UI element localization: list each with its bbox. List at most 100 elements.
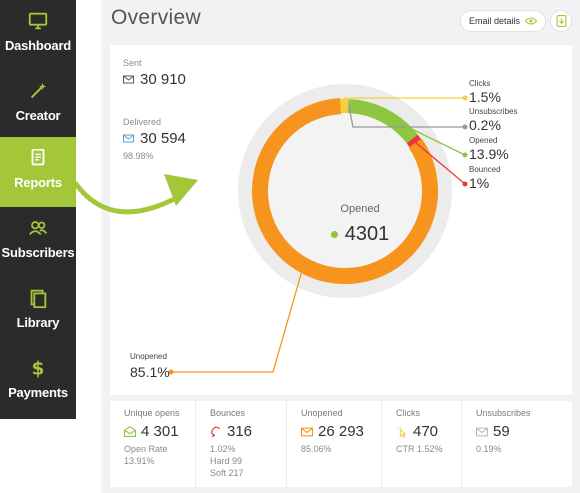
stat-clicks: Clicks 470 CTR 1.52% — [382, 401, 462, 487]
leader-dot-clicks — [462, 95, 468, 101]
stat-sub: 1.02% — [210, 444, 236, 454]
stat-label: Unique opens — [124, 408, 180, 418]
leader-dot-unsubscribes — [462, 124, 468, 130]
stat-sub: 13.91% — [124, 456, 155, 466]
leader-line-opened — [384, 115, 466, 156]
svg-text:$: $ — [32, 358, 45, 379]
opened-annotation-label: Opened — [469, 136, 498, 145]
leader-line-unsubscribes — [348, 105, 465, 128]
donut-segment-bounced — [406, 134, 422, 148]
stat-unique-opens: Unique opens 4 301 Open Rate 13.91% — [110, 401, 196, 487]
email-details-label: Email details — [468, 16, 521, 26]
leader-line-unopened — [171, 272, 302, 373]
report-icon — [31, 148, 45, 166]
bounced-annotation-label: Bounced — [469, 165, 501, 174]
open-envelope-icon — [124, 426, 136, 437]
stat-sub: CTR 1.52% — [396, 444, 443, 454]
envelope-check-icon — [123, 134, 134, 143]
stat-label: Unopened — [301, 408, 343, 418]
stat-bounces: Bounces 316 1.02% Hard 99 Soft 217 — [196, 401, 287, 487]
stat-sub: Hard 99 — [210, 456, 243, 466]
stat-value: 59 — [493, 423, 510, 440]
stat-label: Bounces — [210, 408, 246, 418]
unopened-annotation-label: Unopened — [130, 352, 167, 361]
donut-center — [267, 113, 423, 269]
sidebar-item-dashboard[interactable]: Dashboard — [0, 0, 76, 70]
sent-label: Sent — [123, 58, 142, 68]
stat-value-row: 59 — [476, 423, 566, 440]
sent-value: 30 910 — [140, 71, 186, 88]
pointer-arrow-icon — [73, 174, 198, 215]
stat-value-row: 470 — [396, 423, 455, 440]
leader-dot-opened — [462, 152, 468, 158]
stat-unopened: Unopened 26 293 85.06% — [287, 401, 382, 487]
closed-envelope-icon — [301, 427, 313, 436]
sidebar-item-label: Dashboard — [4, 38, 72, 53]
delivered-pct: 98.98% — [123, 151, 154, 161]
email-details-button[interactable]: Email details — [460, 10, 546, 32]
overview-panel: Sent 30 910 Delivered 30 594 98.98% Open… — [110, 45, 572, 395]
bounced-annotation-value: 1% — [469, 175, 490, 191]
opened-annotation-value: 13.9% — [469, 146, 509, 162]
unsubscribes-annotation-label: Unsubscribes — [469, 107, 518, 116]
donut-segment-opened — [348, 99, 418, 144]
sidebar-item-label: Creator — [15, 108, 61, 123]
delivered-value-row: 30 594 — [123, 130, 186, 147]
sidebar-item-subscribers[interactable]: Subscribers — [0, 207, 76, 277]
unopened-annotation-value: 85.1% — [130, 364, 170, 380]
page-title: Overview — [111, 6, 201, 29]
sidebar-item-library[interactable]: Library — [0, 277, 76, 347]
leader-dot-unopened — [168, 369, 174, 375]
stat-value: 4 301 — [141, 423, 179, 440]
stat-sub: Soft 217 — [210, 468, 244, 478]
clicks-annotation-label: Clicks — [469, 79, 491, 88]
stat-value-row: 26 293 — [301, 423, 375, 440]
sidebar-item-reports[interactable]: Reports — [0, 137, 76, 207]
donut-leader-lines — [168, 95, 468, 375]
donut-chart — [168, 84, 468, 375]
stat-label: Unsubscribes — [476, 408, 531, 418]
stat-value-row: 316 — [210, 423, 280, 440]
unsubscribes-annotation-value: 0.2% — [469, 117, 501, 133]
download-button[interactable] — [550, 10, 572, 32]
sent-value-row: 30 910 — [123, 71, 186, 88]
stat-value: 316 — [227, 423, 253, 440]
stat-value-row: 4 301 — [124, 423, 189, 440]
leader-dot-bounced — [462, 181, 468, 187]
bounce-icon — [211, 426, 221, 437]
sidebar-item-label: Subscribers — [1, 245, 75, 260]
main-content: Overview Email details Sent 30 910 Deliv… — [101, 0, 580, 493]
sidebar-item-label: Payments — [8, 385, 68, 400]
sidebar: Dashboard Creator Reports Subscribers Li… — [0, 0, 76, 419]
magic-wand-icon — [30, 82, 47, 99]
stat-value: 26 293 — [318, 423, 364, 440]
stat-label: Clicks — [396, 408, 420, 418]
envelope-icon — [123, 75, 134, 84]
delivered-value: 30 594 — [140, 130, 186, 147]
dollar-icon: $ — [32, 358, 45, 379]
stat-value: 470 — [413, 423, 439, 440]
donut-center-label: Opened — [340, 203, 380, 215]
library-icon — [30, 289, 47, 309]
monitor-icon — [28, 12, 48, 30]
stat-sub: 85.06% — [301, 444, 332, 454]
donut-segment-unopened — [252, 98, 438, 284]
stat-unsubscribes: Unsubscribes 59 0.19% — [462, 401, 572, 487]
cursor-click-icon — [397, 426, 407, 438]
donut-center-value: 4301 — [344, 223, 390, 245]
leader-line-clicks — [343, 97, 465, 107]
sidebar-item-payments[interactable]: $ Payments — [0, 347, 76, 417]
sidebar-item-label: Library — [16, 315, 60, 330]
donut-center-value-row: 4301 — [310, 223, 410, 246]
eye-icon — [525, 17, 538, 25]
envelope-x-icon — [476, 427, 488, 436]
delivered-label: Delivered — [123, 117, 162, 127]
stats-strip: Unique opens 4 301 Open Rate 13.91% Boun… — [110, 401, 572, 487]
users-icon — [29, 221, 48, 236]
stat-sub: 0.19% — [476, 444, 502, 454]
leader-line-bounced — [413, 140, 466, 185]
opened-dot — [330, 231, 338, 238]
download-icon — [556, 15, 566, 27]
sidebar-item-creator[interactable]: Creator — [0, 70, 76, 140]
clicks-annotation-value: 1.5% — [469, 89, 501, 105]
